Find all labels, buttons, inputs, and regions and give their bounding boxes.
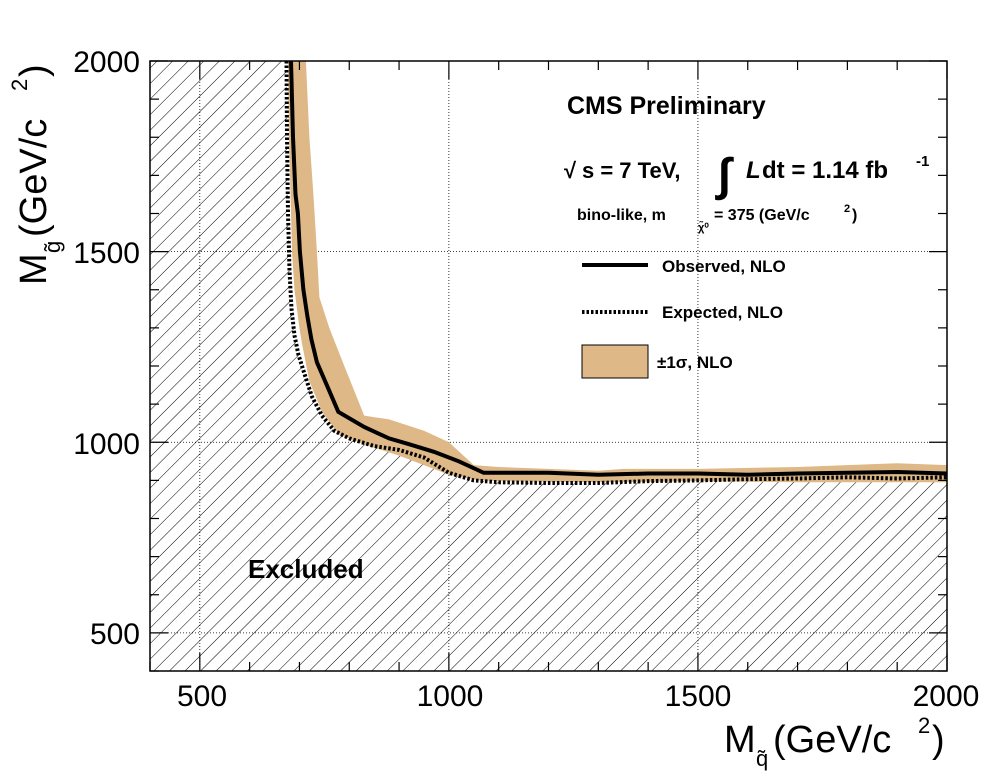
svg-text:): ) [932, 719, 945, 761]
axis-ticks [149, 60, 948, 672]
svg-text:2: 2 [918, 713, 930, 738]
svg-text:g̃: g̃ [40, 241, 65, 253]
x-tick-label: 1000 [417, 680, 484, 713]
svg-text:): ) [852, 207, 857, 224]
chart-title: CMS Preliminary [567, 92, 766, 120]
legend-band-swatch [581, 344, 649, 379]
svg-text:L: L [746, 157, 761, 184]
svg-text:): ) [13, 64, 55, 77]
x-tick-label: 2000 [913, 680, 980, 713]
svg-text:s = 7 TeV,: s = 7 TeV, [582, 158, 680, 183]
svg-text:√: √ [564, 158, 577, 183]
x-tick-label: 1500 [665, 680, 732, 713]
svg-text:(GeV/c: (GeV/c [773, 719, 891, 761]
y-axis-title: M g̃ (GeV/c 2 ) [7, 64, 65, 285]
svg-text:q̃: q̃ [756, 746, 768, 771]
y-tick-label: 1000 [73, 428, 140, 461]
y-tick-label: 1500 [73, 237, 140, 270]
excluded-label: Excluded [248, 554, 364, 584]
y-tick-label: 500 [90, 618, 140, 651]
legend-observed-label: Observed, NLO [662, 257, 786, 276]
svg-text:bino-like, m: bino-like, m [577, 207, 666, 224]
excluded-region [150, 61, 947, 671]
legend-band-label: ±1σ, NLO [657, 353, 733, 372]
svg-text:2: 2 [844, 203, 850, 215]
svg-text:M: M [724, 719, 756, 761]
legend-expected-label: Expected, NLO [662, 303, 783, 322]
svg-text:∫: ∫ [714, 148, 734, 201]
svg-text:2: 2 [7, 79, 32, 91]
svg-text:= 375 (GeV/c: = 375 (GeV/c [714, 207, 810, 224]
model-label: bino-like, m χ̃⁰ = 375 (GeV/c 2 ) [577, 203, 857, 234]
x-axis-title: M q̃ (GeV/c 2 ) [724, 713, 945, 771]
svg-text:χ̃⁰: χ̃⁰ [698, 221, 709, 234]
legend: Observed, NLO Expected, NLO ±1σ, NLO [581, 257, 786, 379]
y-tick-label: 2000 [73, 46, 140, 79]
x-tick-label: 500 [177, 680, 227, 713]
grid-lines [150, 61, 947, 671]
expected-line [284, 61, 947, 485]
observed-line [289, 61, 947, 477]
svg-text:M: M [13, 253, 55, 285]
svg-text:dt = 1.14 fb: dt = 1.14 fb [762, 157, 888, 184]
energy-luminosity-label: √ s = 7 TeV, ∫ L dt = 1.14 fb -1 [564, 148, 929, 201]
svg-text:-1: -1 [916, 153, 929, 170]
svg-text:(GeV/c: (GeV/c [13, 119, 55, 237]
